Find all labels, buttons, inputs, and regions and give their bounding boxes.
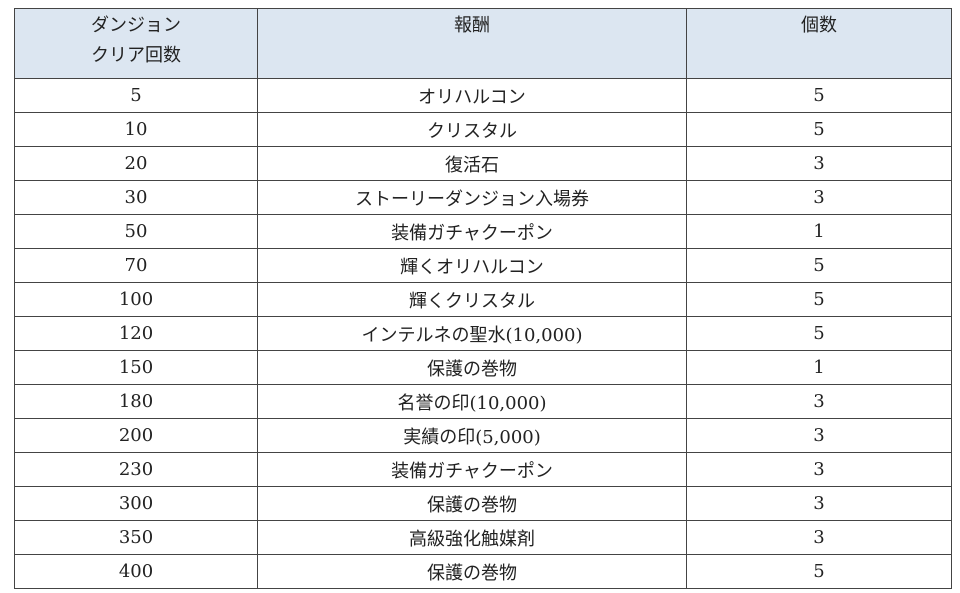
- cell-clear-count: 300: [14, 486, 258, 521]
- table-row: 300 保護の巻物 3: [14, 486, 952, 521]
- cell-reward: ストーリーダンジョン入場券: [257, 180, 687, 215]
- cell-reward: 輝くオリハルコン: [257, 248, 687, 283]
- cell-quantity: 5: [686, 78, 952, 113]
- cell-clear-count: 10: [14, 112, 258, 147]
- header-row: ダンジョンクリア回数 報酬 個数: [14, 8, 952, 79]
- table-row: 70 輝くオリハルコン 5: [14, 248, 952, 283]
- cell-clear-count: 30: [14, 180, 258, 215]
- cell-reward: オリハルコン: [257, 78, 687, 113]
- cell-quantity: 5: [686, 248, 952, 283]
- cell-clear-count: 180: [14, 384, 258, 419]
- cell-reward: インテルネの聖水(10,000): [257, 316, 687, 351]
- table-row: 350 高級強化触媒剤 3: [14, 520, 952, 555]
- cell-reward: 高級強化触媒剤: [257, 520, 687, 555]
- cell-clear-count: 50: [14, 214, 258, 249]
- table-row: 180 名誉の印(10,000) 3: [14, 384, 952, 419]
- cell-clear-count: 20: [14, 146, 258, 181]
- cell-clear-count: 70: [14, 248, 258, 283]
- reward-table: ダンジョン クリア回数 報酬 個数 5 オリハルコン 5 10 クリスタル 5 20 復活石 3 3…: [14, 8, 952, 589]
- table-row: 200 実績の印(5,000) 3: [14, 418, 952, 453]
- cell-reward: 保護の巻物: [257, 486, 687, 521]
- cell-reward: 装備ガチャクーポン: [257, 214, 687, 249]
- cell-quantity: 3: [686, 180, 952, 215]
- cell-quantity: 3: [686, 520, 952, 555]
- table-row: 100 輝くクリスタル 5: [14, 282, 952, 317]
- cell-quantity: 3: [686, 384, 952, 419]
- cell-clear-count: 400: [14, 554, 258, 589]
- cell-quantity: 3: [686, 452, 952, 487]
- table-row: 150 保護の巻物 1: [14, 350, 952, 385]
- table-row: 230 装備ガチャクーポン 3: [14, 452, 952, 487]
- cell-reward: 輝くクリスタル: [257, 282, 687, 317]
- cell-quantity: 5: [686, 112, 952, 147]
- table-row: 50 装備ガチャクーポン 1: [14, 214, 952, 249]
- cell-quantity: 5: [686, 282, 952, 317]
- cell-reward: 名誉の印(10,000): [257, 384, 687, 419]
- table-row: 10 クリスタル 5: [14, 112, 952, 147]
- cell-quantity: 1: [686, 214, 952, 249]
- cell-reward: 保護の巻物: [257, 554, 687, 589]
- cell-reward: クリスタル: [257, 112, 687, 147]
- header-quantity: 個数: [686, 8, 952, 79]
- table-row: 400 保護の巻物 5: [14, 554, 952, 589]
- header-clear-count: ダンジョンクリア回数: [14, 8, 258, 79]
- table-row: 5 オリハルコン 5: [14, 78, 952, 113]
- cell-reward: 装備ガチャクーポン: [257, 452, 687, 487]
- cell-reward: 保護の巻物: [257, 350, 687, 385]
- cell-quantity: 1: [686, 350, 952, 385]
- header-line-1: ダンジョン: [91, 15, 181, 36]
- cell-quantity: 3: [686, 486, 952, 521]
- cell-clear-count: 100: [14, 282, 258, 317]
- cell-reward: 実績の印(5,000): [257, 418, 687, 453]
- cell-quantity: 3: [686, 418, 952, 453]
- cell-quantity: 5: [686, 554, 952, 589]
- cell-quantity: 3: [686, 146, 952, 181]
- cell-clear-count: 200: [14, 418, 258, 453]
- table-row: 20 復活石 3: [14, 146, 952, 181]
- header-line-2: クリア回数: [91, 45, 181, 66]
- header-reward: 報酬: [257, 8, 687, 79]
- cell-clear-count: 150: [14, 350, 258, 385]
- table-row: 30 ストーリーダンジョン入場券 3: [14, 180, 952, 215]
- cell-clear-count: 120: [14, 316, 258, 351]
- cell-clear-count: 5: [14, 78, 258, 113]
- table-row: 120 インテルネの聖水(10,000) 5: [14, 316, 952, 351]
- cell-quantity: 5: [686, 316, 952, 351]
- cell-clear-count: 350: [14, 520, 258, 555]
- cell-reward: 復活石: [257, 146, 687, 181]
- cell-clear-count: 230: [14, 452, 258, 487]
